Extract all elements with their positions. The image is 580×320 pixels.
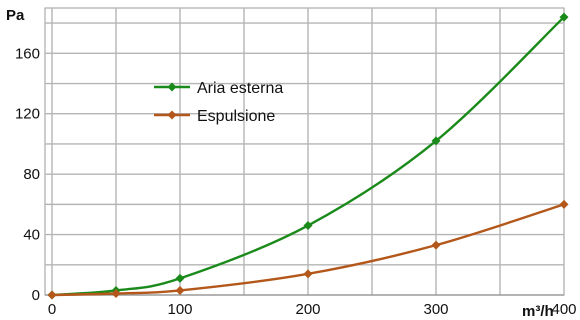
data-point-aria-esterna (175, 273, 185, 283)
axes: 0 40 80 120 160 0 100 200 300 400 (15, 45, 577, 318)
data-point-espulsione (559, 199, 569, 209)
data-point-espulsione (111, 288, 121, 298)
x-tick-label: 300 (423, 301, 448, 318)
data-point-aria-esterna (303, 221, 313, 231)
y-tick-label: 120 (15, 106, 40, 123)
gridlines (45, 8, 565, 295)
data-point-espulsione (175, 285, 185, 295)
series-layer (47, 12, 569, 300)
plot-area (44, 7, 565, 296)
y-tick-label: 0 (32, 287, 40, 304)
x-tick-label: 200 (295, 301, 320, 318)
data-point-espulsione (47, 290, 57, 300)
data-point-espulsione (431, 240, 441, 250)
legend-label-aria-esterna: Aria esterna (197, 80, 283, 97)
x-tick-label: 0 (48, 301, 56, 318)
data-point-aria-esterna (431, 136, 441, 146)
x-tick-label: 400 (551, 301, 576, 318)
data-point-aria-esterna (559, 12, 569, 22)
legend-marker-aria-esterna (167, 82, 177, 92)
y-tick-label: 40 (23, 227, 40, 244)
y-axis-label: Pa (6, 7, 25, 24)
y-tick-label: 160 (15, 45, 40, 62)
x-axis-label: m³/h (522, 303, 554, 320)
y-tick-label: 80 (23, 166, 40, 183)
legend-marker-espulsione (167, 110, 177, 120)
x-tick-label: 100 (167, 301, 192, 318)
legend-label-espulsione: Espulsione (197, 108, 275, 125)
data-point-espulsione (303, 269, 313, 279)
legend: Aria esterna Espulsione (154, 80, 283, 125)
